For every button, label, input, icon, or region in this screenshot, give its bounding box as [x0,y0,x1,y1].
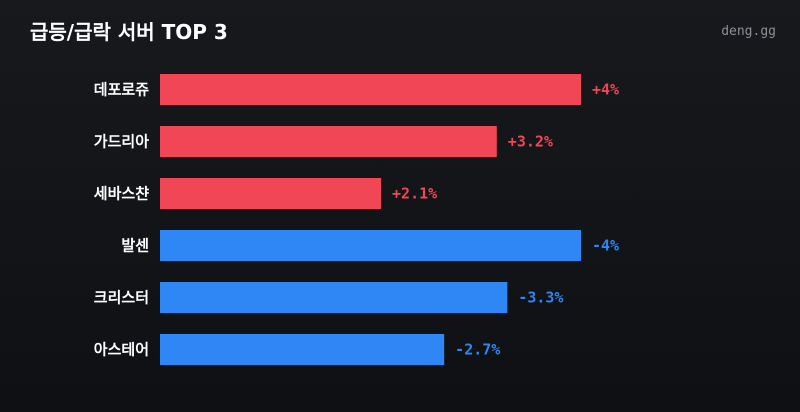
bar [160,334,445,365]
chart-title: 급등/급락 서버 TOP 3 [30,20,228,44]
value-label: -2.7% [455,341,500,359]
bar [160,178,382,209]
bar [160,126,497,157]
category-label: 발센 [121,237,149,255]
bar [160,230,581,261]
value-label: -3.3% [518,289,563,307]
category-label: 크리스터 [94,289,149,307]
category-label: 데포로쥬 [94,81,149,99]
category-label: 가드리아 [94,133,149,151]
bar [160,282,508,313]
brand-watermark: deng.gg [721,24,776,39]
value-label: -4% [592,237,619,255]
value-label: +3.2% [508,133,553,151]
value-label: +4% [592,81,619,99]
category-label: 세바스챤 [94,185,149,203]
value-label: +2.1% [392,185,437,203]
bar [160,74,581,105]
category-label: 아스테어 [94,341,149,359]
